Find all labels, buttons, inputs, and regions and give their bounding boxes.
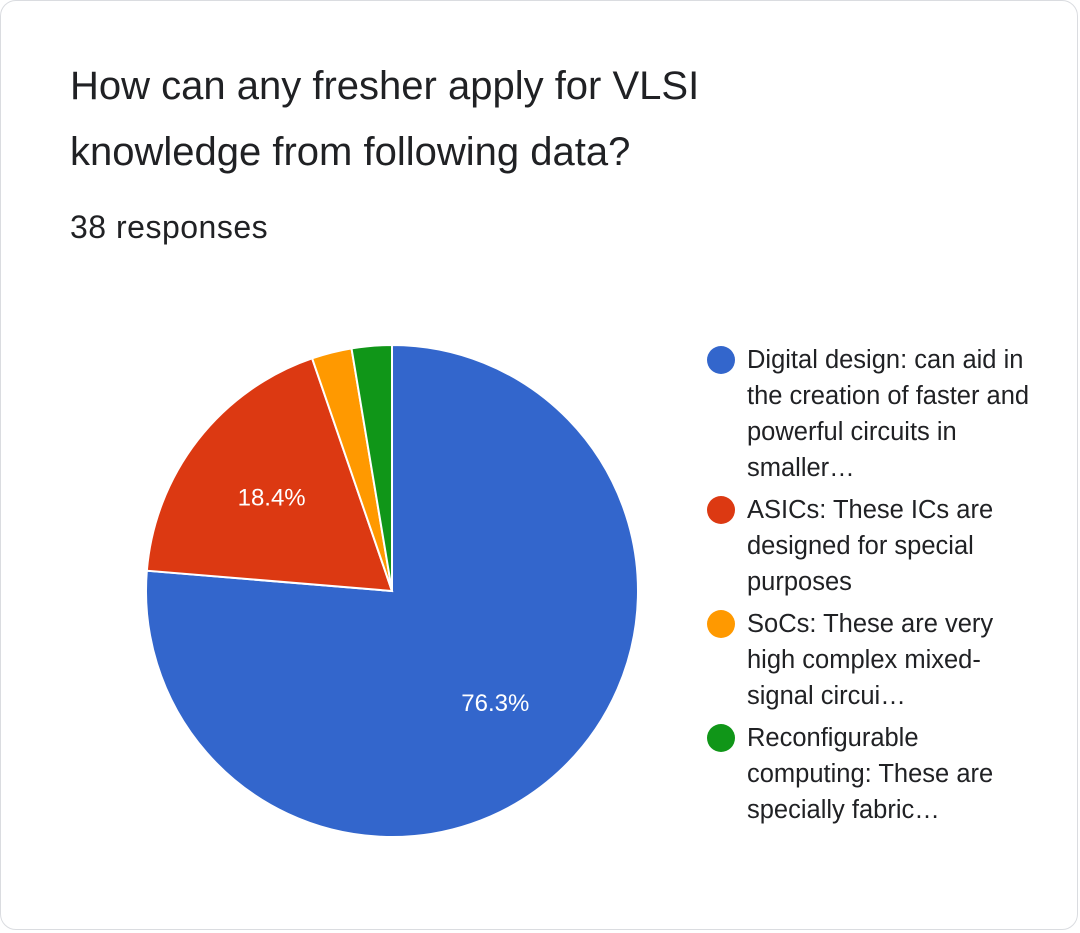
legend-item-3[interactable]: Reconfigurable computing: These are spec… [707, 720, 1037, 828]
pie-slice-labels: 76.3% 18.4% [238, 484, 530, 717]
slice-label-0: 76.3% [461, 690, 529, 717]
response-count: 38 responses [70, 209, 269, 245]
chart-title: How can any fresher apply for VLSI knowl… [70, 64, 700, 174]
legend-item-0[interactable]: Digital design: can aid in the creation … [707, 342, 1037, 486]
slice-label-1: 18.4% [238, 484, 306, 511]
pie-slices [145, 343, 639, 838]
legend-item-2[interactable]: SoCs: These are very high complex mixed-… [707, 606, 1037, 714]
chart-legend: Digital design: can aid in the creation … [707, 342, 1037, 834]
legend-item-1[interactable]: ASICs: These ICs are designed for specia… [707, 492, 1037, 600]
pie-slice-3[interactable] [350, 343, 393, 592]
pie-slice-1[interactable] [145, 357, 394, 593]
legend-swatch-3 [707, 724, 735, 752]
legend-label-0: Digital design: can aid in the creation … [747, 346, 1030, 482]
legend-label-3: Reconfigurable computing: These are spec… [747, 724, 994, 824]
legend-swatch-1 [707, 496, 735, 524]
legend-swatch-2 [707, 610, 735, 638]
legend-label-2: SoCs: These are very high complex mixed-… [747, 610, 994, 710]
legend-label-1: ASICs: These ICs are designed for specia… [747, 496, 994, 596]
legend-swatch-0 [707, 346, 735, 374]
